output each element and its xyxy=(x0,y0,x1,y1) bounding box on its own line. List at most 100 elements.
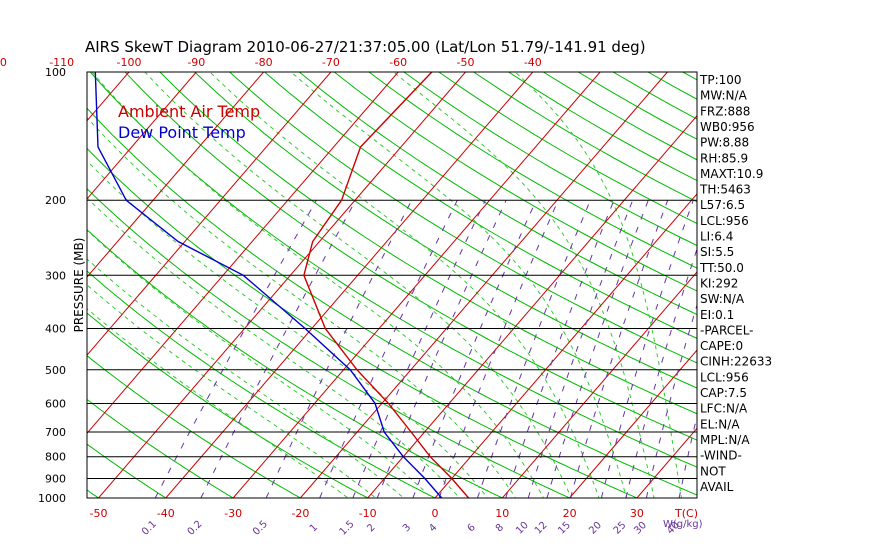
bottom-tick-label: -50 xyxy=(90,507,108,520)
dry-adiabat xyxy=(87,489,100,498)
stability-index: MAXT:10.9 xyxy=(700,167,763,181)
moist-adiabat xyxy=(514,72,683,498)
mixing-ratio-line xyxy=(625,247,697,498)
dry-adiabat xyxy=(124,72,697,441)
bottom-tick-label: 10 xyxy=(495,507,509,520)
dry-adiabat xyxy=(0,72,44,507)
mixing-ratio-line xyxy=(154,199,317,498)
plot-frame xyxy=(86,71,698,499)
isotherm xyxy=(569,349,697,498)
moist-adiabat xyxy=(209,72,600,498)
stability-index: L57:6.5 xyxy=(700,198,745,212)
stability-index: KI:292 xyxy=(700,276,738,290)
isotherm xyxy=(87,72,332,356)
stability-index: LCL:956 xyxy=(700,370,749,384)
isotherm xyxy=(98,72,466,498)
dry-adiabat xyxy=(229,72,697,364)
mixing-ratio-line xyxy=(477,200,591,498)
stability-index: PW:8.88 xyxy=(700,136,749,150)
dry-adiabat xyxy=(403,72,697,247)
stability-index: TT:50.0 xyxy=(699,261,744,275)
top-tick-label: -110 xyxy=(49,56,74,69)
mixing-ratio-label: 25 xyxy=(612,520,629,537)
bottom-tick-label: -30 xyxy=(224,507,242,520)
mixing-ratio-line xyxy=(352,199,486,498)
stability-index: MW:N/A xyxy=(700,89,748,103)
top-tick-label: -60 xyxy=(389,56,407,69)
mixing-ratio-label: 4 xyxy=(427,522,439,534)
mixing-ratio-label: 0.1 xyxy=(140,519,159,538)
x-axis-label: T(C) xyxy=(674,507,698,520)
dry-adiabat xyxy=(473,72,697,203)
mixing-ratio-label: 2 xyxy=(365,522,377,534)
mixing-ratio-line xyxy=(600,200,694,498)
profile-series xyxy=(94,72,470,498)
stability-index: RH:85.9 xyxy=(700,151,748,165)
bottom-tick-label: -10 xyxy=(359,507,377,520)
moist-adiabat xyxy=(87,229,433,498)
stability-index: TP:100 xyxy=(699,73,742,87)
pressure-grid xyxy=(87,72,697,498)
stability-index: MPL:N/A xyxy=(700,433,750,447)
pressure-tick-label: 1000 xyxy=(38,492,66,505)
mixing-ratio-label: 12 xyxy=(533,520,550,537)
pressure-tick-label: 700 xyxy=(45,426,66,439)
dry-adiabat xyxy=(194,72,697,389)
mixing-ratio-line xyxy=(527,200,634,498)
dry-adiabat xyxy=(753,72,870,507)
mixing-ratio-label: 1 xyxy=(308,522,320,534)
top-tick-label: -40 xyxy=(524,56,542,69)
stability-index: NOT xyxy=(700,464,726,478)
mixing-ratio-label: 3 xyxy=(401,522,413,534)
mixing-ratio-line xyxy=(265,199,413,498)
mixing-ratio-label: 6 xyxy=(466,522,478,534)
mixing-ratio-line xyxy=(546,200,649,498)
stability-index: LFC:N/A xyxy=(700,402,748,416)
isotherm xyxy=(434,193,697,498)
moist-adiabat xyxy=(87,284,377,498)
bottom-tick-label: 20 xyxy=(563,507,577,520)
mixing-ratio-label: 30 xyxy=(632,520,649,537)
mixing-ratio-label: 0.2 xyxy=(186,519,205,538)
moist-adiabat xyxy=(144,72,572,498)
mixing-ratio-label: 1.5 xyxy=(338,519,357,538)
bottom-tick-label: 0 xyxy=(432,507,439,520)
top-tick-label: -100 xyxy=(117,56,142,69)
stability-index: LI:6.4 xyxy=(700,230,733,244)
stability-index: EL:N/A xyxy=(700,417,740,431)
bottom-tick-label: -20 xyxy=(291,507,309,520)
isotherm xyxy=(636,427,697,498)
dew-point-line xyxy=(94,72,443,498)
dry-adiabat xyxy=(822,72,870,507)
bottom-tick-label: -40 xyxy=(157,507,175,520)
stability-index: WB0:956 xyxy=(700,120,755,134)
dry-adiabat xyxy=(368,72,697,269)
stability-index: AVAIL xyxy=(700,480,734,494)
mixing-ratio-label: 8 xyxy=(494,522,506,534)
stability-index: SW:N/A xyxy=(700,292,745,306)
dry-adiabat xyxy=(333,72,697,292)
background-grid xyxy=(0,72,870,507)
mixing-ratio-unit-label: W(g/kg) xyxy=(663,519,703,530)
dry-adiabat xyxy=(508,72,697,182)
bottom-tick-label: 30 xyxy=(630,507,644,520)
mixing-ratio-line xyxy=(376,199,507,498)
moist-adiabat xyxy=(91,72,545,498)
top-tick-label: -70 xyxy=(322,56,340,69)
dry-adiabat xyxy=(647,72,697,100)
stability-index: EI:0.1 xyxy=(700,308,734,322)
y-axis-label: PRESSURE (MB) xyxy=(72,238,86,333)
dry-adiabat xyxy=(264,72,697,339)
moist-adiabat xyxy=(87,197,461,498)
mixing-ratio-label: 10 xyxy=(514,520,531,537)
stability-index: FRZ:888 xyxy=(700,104,750,118)
dry-adiabat xyxy=(87,443,167,498)
pressure-tick-label: 100 xyxy=(45,66,66,79)
mixing-ratio-label: 15 xyxy=(556,520,573,537)
isotherm xyxy=(87,72,264,278)
moist-adiabat xyxy=(87,258,405,498)
dry-adiabat xyxy=(87,312,369,498)
stability-index: CAPE:0 xyxy=(700,339,743,353)
stability-index: CAP:7.5 xyxy=(700,386,747,400)
